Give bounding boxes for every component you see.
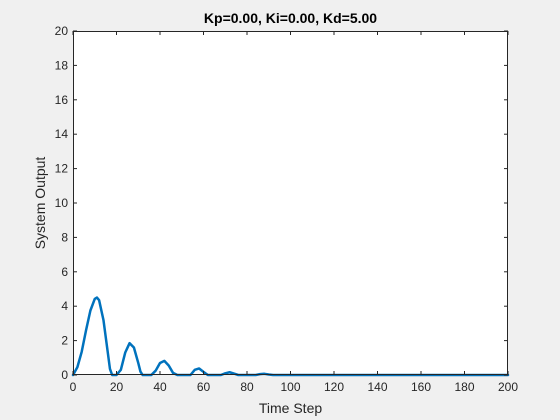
y-tick-label: 2 (61, 334, 68, 348)
x-tick-label: 180 (454, 380, 474, 394)
x-tick-label: 80 (240, 380, 254, 394)
y-axis-ticks: 0 2 4 6 8 10 12 14 16 18 20 (55, 24, 508, 382)
x-tick-label: 60 (197, 380, 211, 394)
y-tick-label: 18 (55, 58, 69, 72)
y-tick-label: 4 (61, 299, 68, 313)
y-tick-label: 20 (55, 24, 69, 38)
x-tick-label: 200 (498, 380, 518, 394)
x-tick-label: 160 (411, 380, 431, 394)
x-tick-label: 140 (367, 380, 387, 394)
x-tick-label: 0 (70, 380, 77, 394)
y-tick-label: 14 (55, 127, 69, 141)
y-axis-label: System Output (32, 157, 48, 250)
x-tick-label: 120 (324, 380, 344, 394)
axes-background (73, 31, 508, 375)
chart-title: Kp=0.00, Ki=0.00, Kd=5.00 (204, 10, 377, 26)
y-tick-label: 6 (61, 265, 68, 279)
y-tick-label: 12 (55, 162, 69, 176)
y-tick-label: 0 (61, 368, 68, 382)
x-axis-label: Time Step (259, 400, 322, 416)
y-tick-label: 16 (55, 93, 69, 107)
x-tick-label: 20 (110, 380, 124, 394)
y-tick-label: 8 (61, 230, 68, 244)
x-tick-label: 100 (280, 380, 300, 394)
x-tick-label: 40 (153, 380, 167, 394)
x-axis-ticks: 0 20 40 60 80 100 120 140 160 180 200 (70, 31, 518, 394)
y-tick-label: 10 (55, 196, 69, 210)
